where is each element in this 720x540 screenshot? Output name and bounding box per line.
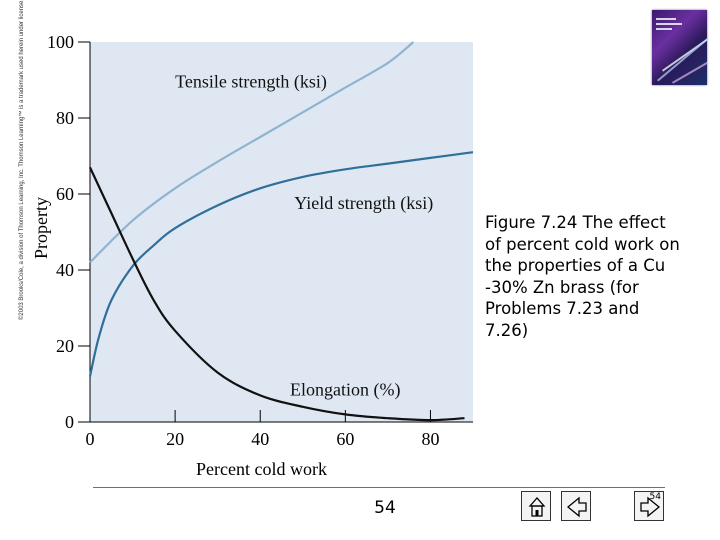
yield-strength-label: Yield strength (ksi)	[294, 193, 433, 214]
y-tick-label: 40	[56, 260, 74, 280]
forward-arrow-icon	[640, 496, 661, 518]
figure-caption: Figure 7.24 The effect of percent cold w…	[485, 213, 680, 340]
y-tick-label: 100	[47, 32, 74, 52]
x-tick-label: 40	[251, 429, 269, 449]
elongation-line	[89, 166, 465, 422]
next-slide-button[interactable]: 54	[634, 491, 664, 521]
y-tick-label: 60	[56, 184, 74, 204]
book-cover-thumbnail	[652, 10, 707, 85]
yield-strength-line	[88, 151, 474, 377]
tensile-strength-line	[89, 41, 415, 264]
previous-slide-button[interactable]	[561, 491, 591, 521]
nav-page-label: 54	[649, 492, 661, 502]
footer-divider	[93, 487, 665, 488]
x-tick-label: 80	[421, 429, 439, 449]
x-tick-label: 0	[86, 429, 95, 449]
copyright-notice: ©2003 Brooks/Cole, a division of Thomson…	[19, 0, 25, 320]
first-slide-button[interactable]	[521, 491, 551, 521]
x-tick-label: 60	[336, 429, 354, 449]
y-tick-label: 20	[56, 336, 74, 356]
y-tick-label: 80	[56, 108, 74, 128]
page-number: 54	[374, 498, 396, 518]
plot-area	[90, 42, 473, 422]
y-axis-label: Property	[31, 197, 51, 259]
elongation-label: Elongation (%)	[290, 379, 400, 400]
y-tick-label: 0	[65, 412, 74, 432]
x-tick-label: 20	[166, 429, 184, 449]
x-axis-label: Percent cold work	[196, 459, 327, 479]
home-icon	[528, 497, 546, 517]
back-arrow-icon	[566, 496, 587, 518]
tensile-strength-label: Tensile strength (ksi)	[175, 72, 327, 93]
